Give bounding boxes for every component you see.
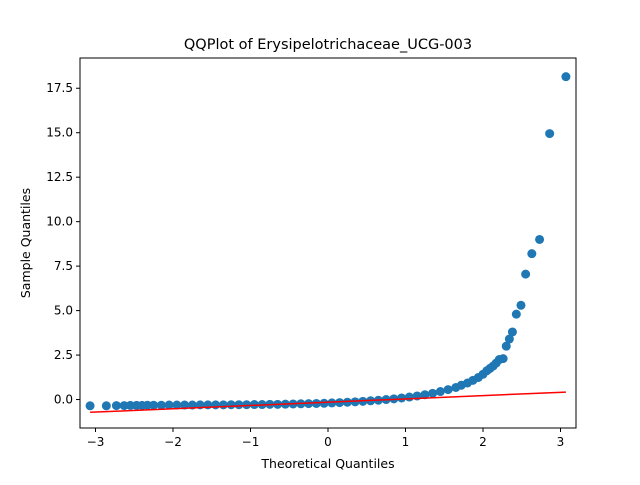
data-point bbox=[335, 398, 345, 408]
data-point bbox=[561, 72, 571, 82]
data-point bbox=[521, 269, 531, 279]
y-tick-label: 12.5 bbox=[46, 170, 73, 184]
y-tick-label: 10.0 bbox=[46, 215, 73, 229]
data-point bbox=[125, 400, 135, 410]
y-tick-label: 2.5 bbox=[54, 348, 73, 362]
data-point bbox=[180, 400, 190, 410]
y-tick-label: 7.5 bbox=[54, 259, 73, 273]
data-point bbox=[327, 398, 337, 408]
chart-title: QQPlot of Erysipelotrichaceae_UCG-003 bbox=[184, 37, 472, 53]
data-point bbox=[397, 393, 407, 403]
data-point bbox=[319, 398, 329, 408]
data-point bbox=[242, 400, 252, 410]
data-point bbox=[156, 400, 166, 410]
x-tick-label: 3 bbox=[557, 435, 565, 449]
y-axis-label: Sample Quantiles bbox=[18, 188, 33, 298]
data-point bbox=[249, 400, 259, 410]
data-point bbox=[149, 400, 159, 410]
data-point bbox=[507, 327, 517, 337]
data-point bbox=[498, 354, 508, 364]
data-point bbox=[172, 400, 182, 410]
data-point bbox=[234, 400, 244, 410]
data-point bbox=[501, 341, 511, 351]
data-point bbox=[342, 397, 352, 407]
plot-frame bbox=[79, 57, 577, 429]
data-point bbox=[85, 401, 95, 411]
data-point bbox=[511, 309, 521, 319]
data-point bbox=[428, 388, 438, 398]
x-tick-label: 2 bbox=[479, 435, 487, 449]
ticks-layer: −3 −2 −1 0 1 2 3 0.0 2.5 5.0 7.5 10.0 12.5 15.0 17.5 bbox=[46, 81, 564, 449]
data-point bbox=[527, 249, 537, 259]
x-axis-label: Theoretical Quantiles bbox=[260, 456, 394, 471]
data-point bbox=[420, 390, 430, 400]
reference-line-layer bbox=[90, 391, 566, 414]
data-point bbox=[164, 400, 174, 410]
data-point bbox=[350, 397, 360, 407]
reference-line bbox=[90, 391, 566, 414]
x-tick-label: 0 bbox=[324, 435, 332, 449]
y-tick-label: 17.5 bbox=[46, 81, 73, 95]
data-point bbox=[404, 392, 414, 402]
data-point bbox=[142, 400, 152, 410]
data-point bbox=[435, 387, 445, 397]
data-point bbox=[516, 300, 526, 310]
data-point bbox=[111, 401, 121, 411]
x-tick-label: −1 bbox=[242, 435, 260, 449]
data-point bbox=[311, 398, 321, 408]
y-tick-label: 15.0 bbox=[46, 126, 73, 140]
data-point bbox=[535, 234, 545, 244]
data-point bbox=[545, 129, 555, 139]
data-point bbox=[443, 385, 453, 395]
data-point bbox=[101, 401, 111, 411]
data-point bbox=[211, 400, 221, 410]
data-point bbox=[226, 400, 236, 410]
y-tick-label: 5.0 bbox=[54, 304, 73, 318]
x-tick-label: −2 bbox=[164, 435, 182, 449]
x-tick-label: −3 bbox=[87, 435, 105, 449]
x-tick-label: 1 bbox=[402, 435, 410, 449]
y-tick-label: 0.0 bbox=[54, 393, 73, 407]
data-point bbox=[504, 334, 514, 344]
data-point bbox=[218, 400, 228, 410]
